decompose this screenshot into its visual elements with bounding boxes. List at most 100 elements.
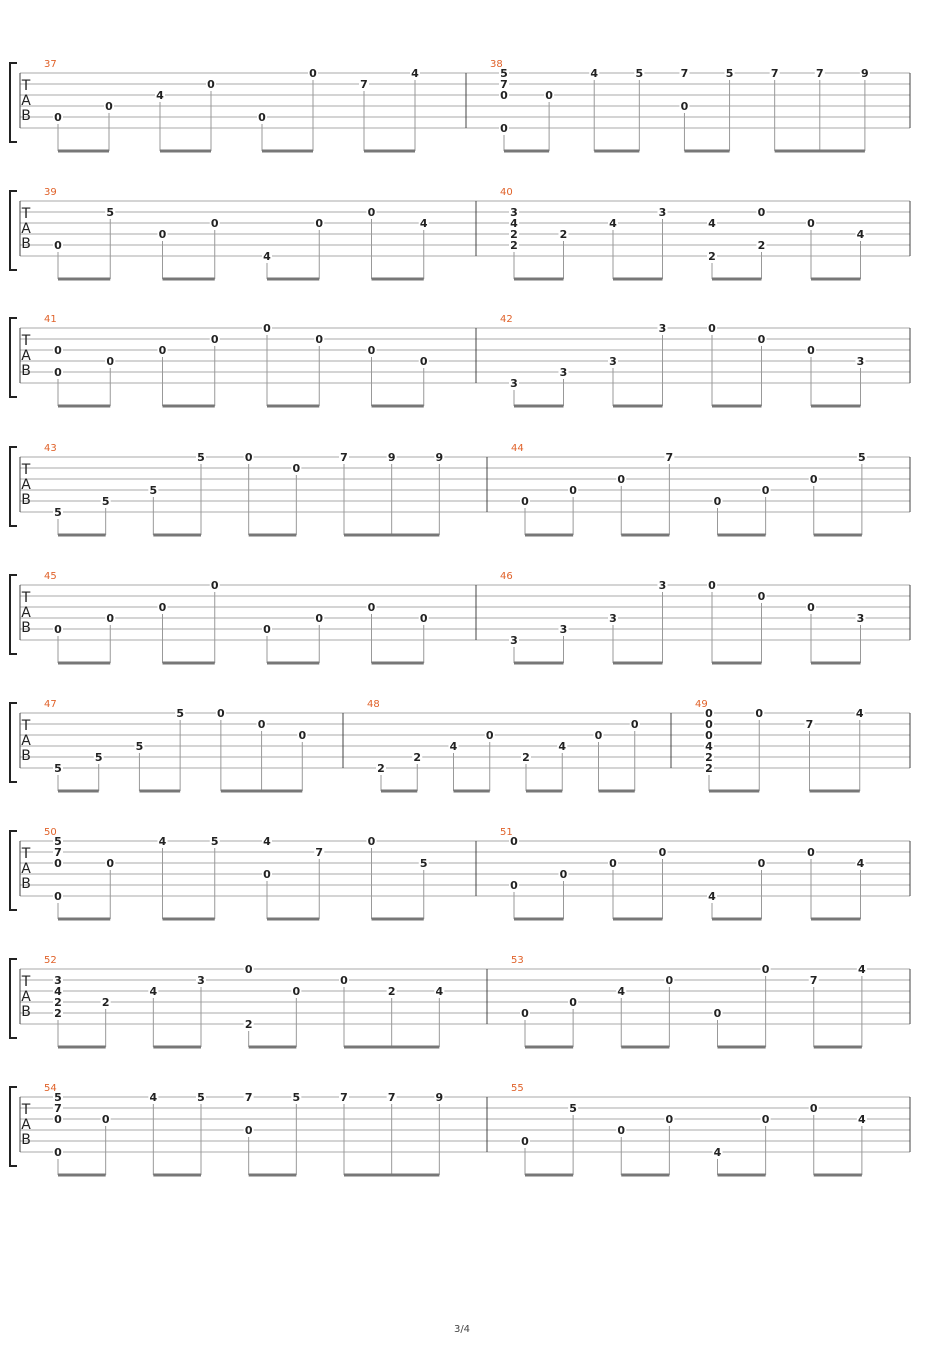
fret-mask	[53, 847, 63, 857]
fret-number: 0	[510, 835, 518, 848]
fret-number: 0	[217, 707, 225, 720]
fret-number: 0	[258, 111, 266, 124]
tab-clef-letter: T	[21, 462, 31, 478]
fret-number: 5	[293, 1091, 301, 1104]
measure-number: 47	[44, 699, 57, 710]
measure-number: 45	[44, 571, 57, 582]
fret-number: 0	[810, 1102, 818, 1115]
fret-mask	[806, 847, 816, 857]
fret-number: 0	[510, 879, 518, 892]
fret-number: 0	[810, 473, 818, 486]
fret-number: 0	[666, 974, 674, 987]
fret-number: 0	[714, 1007, 722, 1020]
fret-mask	[855, 613, 866, 623]
fret-mask	[808, 474, 819, 484]
fret-mask	[243, 1019, 254, 1029]
fret-mask	[175, 708, 186, 718]
system-bracket	[9, 62, 17, 143]
fret-number: 0	[211, 217, 219, 230]
fret-mask	[520, 1136, 530, 1146]
fret-number: 0	[500, 89, 508, 102]
system-bracket	[9, 190, 17, 271]
fret-mask	[856, 964, 867, 974]
fret-mask	[769, 68, 780, 78]
fret-mask	[53, 1114, 63, 1124]
fret-number: 0	[54, 857, 62, 870]
fret-number: 5	[106, 206, 114, 219]
fret-mask	[53, 836, 63, 846]
tab-clef-letter: A	[21, 221, 31, 237]
tab-clef-letter: B	[21, 1004, 31, 1020]
fret-number: 0	[420, 612, 428, 625]
fret-number: 2	[510, 239, 518, 252]
fret-mask	[814, 68, 825, 78]
fret-mask	[448, 741, 459, 751]
fret-mask	[657, 323, 668, 333]
fret-mask	[157, 836, 168, 846]
fret-number: 5	[211, 835, 219, 848]
fret-number: 2	[102, 996, 110, 1009]
fret-mask	[499, 123, 509, 133]
fret-number: 2	[510, 228, 518, 241]
fret-number: 4	[857, 857, 865, 870]
measure-number: 42	[500, 314, 513, 325]
fret-mask	[105, 858, 116, 868]
fret-mask	[314, 334, 325, 344]
tab-clef-letter: A	[21, 861, 31, 877]
fret-mask	[707, 580, 717, 590]
fret-number: 4	[708, 217, 716, 230]
fret-mask	[53, 624, 63, 634]
fret-mask	[499, 68, 509, 78]
fret-number: 4	[714, 1146, 722, 1159]
fret-mask	[616, 1125, 627, 1135]
system-bracket	[9, 1086, 17, 1167]
fret-mask	[53, 763, 63, 773]
fret-mask	[707, 323, 717, 333]
fret-number: 0	[807, 846, 815, 859]
measure-number: 37	[44, 59, 57, 70]
fret-number: 7	[54, 846, 62, 859]
fret-number: 9	[388, 451, 396, 464]
tab-clef-letter: T	[21, 206, 31, 222]
fret-mask	[568, 1103, 579, 1113]
fret-mask	[760, 964, 771, 974]
fret-number: 4	[54, 985, 62, 998]
fret-number: 0	[263, 868, 271, 881]
system-bracket	[9, 702, 17, 783]
fret-number: 3	[659, 322, 667, 335]
fret-mask	[859, 68, 870, 78]
fret-mask	[756, 207, 767, 217]
tab-clef-letter: A	[21, 348, 31, 364]
system-bracket	[9, 830, 17, 911]
fret-mask	[314, 613, 325, 623]
fret-mask	[209, 334, 220, 344]
fret-number: 0	[762, 1113, 770, 1126]
fret-number: 0	[263, 322, 271, 335]
measure-number: 44	[511, 443, 524, 454]
fret-mask	[657, 207, 668, 217]
fret-number: 2	[413, 751, 421, 764]
fret-mask	[509, 635, 519, 645]
fret-mask	[366, 345, 377, 355]
fret-mask	[568, 997, 579, 1007]
fret-number: 0	[521, 1135, 529, 1148]
fret-mask	[808, 975, 819, 985]
fret-number: 5	[136, 740, 144, 753]
fret-number: 5	[197, 451, 205, 464]
fret-number: 0	[211, 333, 219, 346]
fret-number: 0	[368, 835, 376, 848]
fret-number: 3	[560, 366, 568, 379]
fret-mask	[196, 1092, 206, 1102]
fret-number: 0	[762, 484, 770, 497]
fret-number: 0	[54, 344, 62, 357]
fret-number: 7	[54, 1102, 62, 1115]
fret-number: 0	[368, 344, 376, 357]
measure-number: 53	[511, 955, 524, 966]
fret-mask	[608, 858, 618, 868]
fret-mask	[418, 356, 429, 366]
system-bracket	[9, 574, 17, 655]
fret-number: 2	[705, 762, 713, 775]
fret-mask	[558, 367, 569, 377]
fret-number: 0	[245, 451, 253, 464]
